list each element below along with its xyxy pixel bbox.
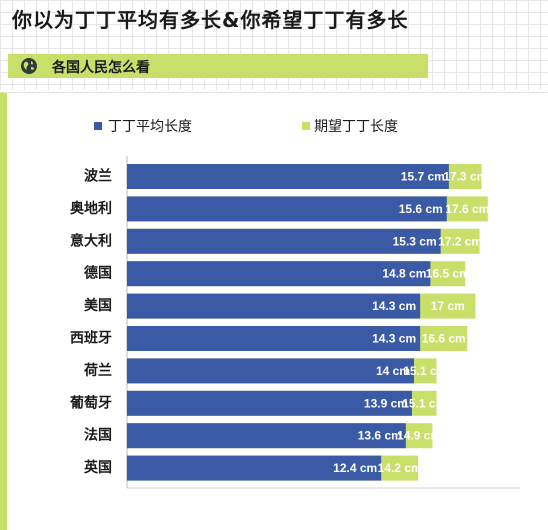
bar-average [127, 164, 449, 189]
category-label: 德国 [84, 265, 112, 282]
bar-average [127, 358, 414, 384]
bar-average [127, 390, 412, 416]
legend-expected-label: 期望丁丁长度 [314, 119, 398, 135]
legend-expected-swatch [302, 122, 310, 130]
bar-expected-label: 15.1 cm [403, 364, 447, 378]
bar-average [127, 423, 406, 449]
bar-expected-label: 15.1 cm [402, 396, 446, 410]
category-label: 美国 [84, 297, 112, 314]
category-label: 英国 [83, 459, 112, 476]
bar-average-label: 13.9 cm [364, 396, 408, 410]
category-label: 荷兰 [83, 362, 112, 379]
bar-expected-label: 16.6 cm [422, 332, 466, 346]
bar-expected-label: 17.6 cm [445, 202, 489, 216]
category-label: 葡萄牙 [69, 394, 112, 411]
bar-expected-label: 17 cm [431, 299, 465, 313]
bar-average-label: 14 cm [376, 364, 410, 378]
category-label: 法国 [84, 427, 112, 444]
bar-average [127, 455, 382, 481]
legend-average-label: 丁丁平均长度 [108, 119, 192, 135]
bar-average-label: 14.3 cm [372, 332, 416, 346]
category-label: 西班牙 [70, 330, 112, 347]
bar-average-label: 15.6 cm [399, 202, 443, 216]
bar-expected-label: 17.3 cm [443, 170, 487, 184]
bar-average [127, 228, 441, 254]
chart-subtitle: 各国人民怎么看 [52, 60, 150, 76]
bar-average [127, 326, 421, 351]
bar-average-label: 15.7 cm [401, 170, 445, 184]
bar-expected-label: 16.5 cm [426, 267, 470, 281]
category-label: 意大利 [70, 232, 112, 249]
bar-average [127, 261, 431, 287]
bar-average [127, 196, 447, 222]
bar-average-label: 15.3 cm [393, 234, 437, 248]
globe-icon [21, 58, 37, 74]
category-label: 奥地利 [70, 200, 112, 217]
bar-average [127, 293, 421, 319]
bar-expected-label: 17.2 cm [438, 234, 482, 248]
legend-average-swatch [94, 122, 102, 130]
category-label: 波兰 [84, 168, 112, 185]
bar-average-label: 12.4 cm [333, 461, 377, 475]
page-title: 你以为丁丁平均有多长&你希望丁丁有多长 [12, 8, 409, 32]
subtitle-bar: 各国人民怎么看 [8, 54, 428, 78]
bar-average-label: 14.3 cm [372, 299, 416, 313]
bar-average-label: 14.8 cm [382, 267, 426, 281]
bar-expected-label: 14.2 cm [378, 461, 422, 475]
bar-average-label: 13.6 cm [358, 429, 402, 443]
bar-expected-label: 14.9 cm [397, 429, 441, 443]
